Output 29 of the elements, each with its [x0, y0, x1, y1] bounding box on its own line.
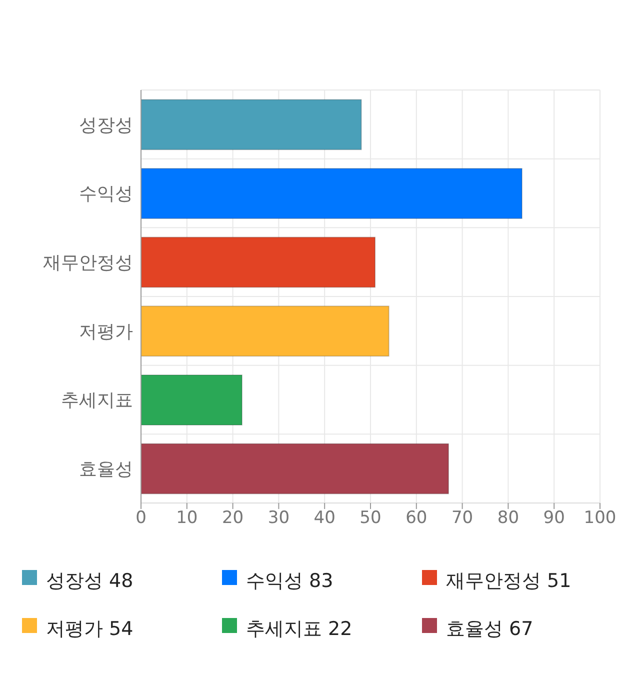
y-tick-label: 추세지표 [61, 390, 133, 412]
x-tick-label: 70 [451, 508, 474, 528]
bar [141, 374, 242, 426]
text: 효율성 67 [446, 617, 534, 642]
x-tick-label: 30 [268, 508, 290, 528]
y-tick-label: 수익성 [79, 184, 133, 205]
text: 성장성 48 [46, 569, 134, 594]
text: 추세지표 22 [246, 617, 352, 642]
text: 수익성 83 [246, 569, 334, 594]
x-tick-label: 40 [314, 508, 336, 528]
x-tick-label: 10 [176, 508, 198, 528]
y-tick-label: 성장성 [79, 114, 133, 136]
x-tick-label: 100 [584, 508, 616, 528]
bar [141, 168, 522, 219]
bar [141, 443, 450, 494]
x-tick-label: 50 [360, 508, 382, 528]
x-tick-label: 0 [136, 508, 146, 528]
x-tick-label: 80 [497, 508, 520, 528]
x-tick-label: 90 [543, 508, 565, 528]
bar [141, 236, 376, 288]
text: 저평가 54 [46, 617, 134, 642]
y-tick-label: 재무안정성 [43, 252, 133, 274]
x-tick-label: 20 [222, 508, 244, 528]
y-tick-label: 효율성 [79, 458, 133, 480]
text: 재무안정성 51 [446, 569, 572, 594]
y-tick-label: 저평가 [79, 321, 133, 342]
bar [141, 99, 362, 150]
bar [141, 306, 390, 357]
x-tick-label: 60 [406, 508, 428, 528]
